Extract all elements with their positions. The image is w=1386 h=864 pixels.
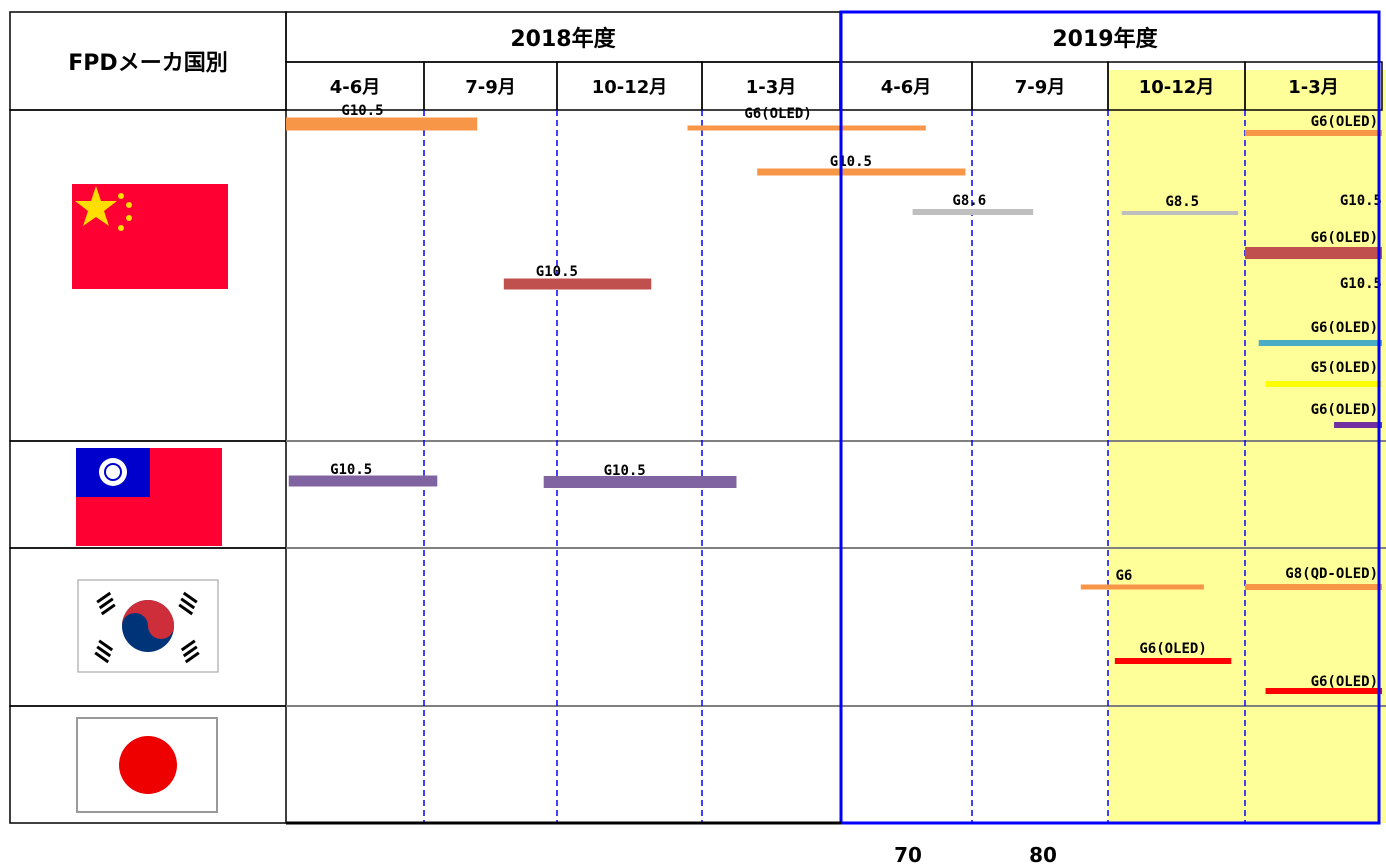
below-number-70: 70 xyxy=(894,843,922,864)
bar xyxy=(288,475,438,487)
quarter-label: 10-12月 xyxy=(1139,77,1215,98)
bar xyxy=(1245,130,1382,136)
bar-label: G8.6 xyxy=(952,193,986,209)
fy2018-label: 2018年度 xyxy=(510,26,616,52)
bar-label: G8(QD-OLED) xyxy=(1285,566,1378,582)
quarter-cell xyxy=(1244,61,1383,111)
bar-label: G10.5 xyxy=(330,462,372,478)
quarter-label: 7-9月 xyxy=(1015,77,1066,98)
quarter-header-row: 4-6月 7-9月 10-12月 1-3月 4-6月 7-9月 10-12月 1-3月 xyxy=(285,61,1383,111)
bar xyxy=(1080,584,1204,590)
bar-label: G10.5 xyxy=(1340,276,1382,292)
bar-label: G6(OLED) xyxy=(1311,230,1378,246)
timeline-bars: G10.5 G6(OLED) G10.5 G8.6 G8.5 G10.5 G6(OLED) G… xyxy=(286,103,1382,694)
bar-label: G10.5 xyxy=(830,154,872,170)
bar-label: G6 xyxy=(1115,568,1132,584)
bar xyxy=(286,117,478,131)
taiwan-flag-icon xyxy=(76,448,222,546)
below-number-80: 80 xyxy=(1029,843,1057,864)
china-flag-icon xyxy=(72,184,228,289)
bar-label: G6(OLED) xyxy=(1311,402,1378,418)
bar xyxy=(543,476,737,488)
bar xyxy=(1265,381,1382,387)
country-cell xyxy=(9,705,287,824)
quarter-label: 1-3月 xyxy=(1288,77,1339,98)
bar-label: G6(OLED) xyxy=(1311,674,1378,690)
bar xyxy=(1245,584,1382,590)
quarter-label: 1-3月 xyxy=(746,77,797,98)
bar-label: G6(OLED) xyxy=(1311,114,1378,130)
bar-label: G8.5 xyxy=(1165,194,1199,210)
bar-label: G6(OLED) xyxy=(744,106,811,122)
bar-label: G10.5 xyxy=(1340,193,1382,209)
bar-label: G5(OLED) xyxy=(1311,360,1378,376)
bar-label: G10.5 xyxy=(341,103,383,119)
bar xyxy=(757,168,966,176)
quarter-label: 10-12月 xyxy=(592,77,668,98)
bar-label: G10.5 xyxy=(604,463,646,479)
bar xyxy=(1114,658,1232,664)
bar-label: G6(OLED) xyxy=(1311,320,1378,336)
japan-flag-icon xyxy=(76,717,218,813)
fy2019-frame xyxy=(839,10,1381,825)
country-rows xyxy=(9,109,1386,824)
quarter-separators xyxy=(423,110,1246,823)
fy2019-label: 2019年度 xyxy=(1052,26,1158,52)
bar-label: G10.5 xyxy=(536,264,578,280)
bar xyxy=(687,125,926,131)
row-label: FPDメーカ国別 xyxy=(68,51,227,76)
quarter-label: 4-6月 xyxy=(881,77,932,98)
korea-flag-icon xyxy=(77,579,219,673)
bar xyxy=(1334,422,1382,428)
bar-label: G6(OLED) xyxy=(1139,641,1206,657)
quarter-label: 4-6月 xyxy=(330,77,381,98)
bar xyxy=(1265,688,1382,694)
bar xyxy=(503,278,652,290)
bar xyxy=(1121,211,1239,215)
bar xyxy=(1245,247,1382,259)
bar xyxy=(912,209,1034,215)
quarter-label: 7-9月 xyxy=(465,77,516,98)
bar xyxy=(1258,340,1382,346)
highlight-area xyxy=(1108,70,1386,823)
